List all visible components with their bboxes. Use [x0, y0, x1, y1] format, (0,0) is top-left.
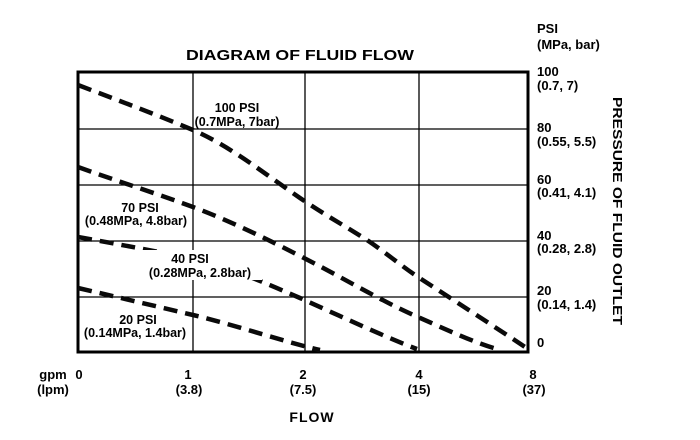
curve-70psi	[77, 164, 498, 352]
curve-100psi	[77, 82, 530, 351]
x-axis-title: FLOW	[289, 409, 334, 425]
y-tick-40-psi: 40	[537, 228, 551, 243]
chart-title: DIAGRAM OF FLUID FLOW	[186, 47, 415, 64]
y-tick-40-alt: (0.28, 2.8)	[537, 241, 596, 256]
curve-label-40psi-line2: (0.28MPa, 2.8bar)	[149, 266, 251, 280]
x-tick-2-gpm: 2	[299, 367, 306, 382]
label-knockout	[142, 250, 262, 280]
curve-label-70psi-line2: (0.48MPa, 4.8bar)	[85, 214, 187, 228]
y-tick-60-psi: 60	[537, 172, 551, 187]
x-axis-unit-lpm: (lpm)	[37, 382, 69, 397]
y-axis-unit-psi: PSI	[537, 21, 558, 36]
x-axis-units: gpm (lpm)	[37, 367, 69, 397]
y-axis-unit-mpa-bar: (MPa, bar)	[537, 37, 600, 52]
x-tick-1-gpm: 1	[184, 367, 191, 382]
y-axis-title: PRESSURE OF FLUID OUTLET	[610, 97, 625, 325]
y-tick-80-alt: (0.55, 5.5)	[537, 134, 596, 149]
y-tick-0-psi: 0	[537, 335, 544, 350]
x-tick-8-gpm: 8	[529, 367, 536, 382]
curve-label-100psi-line1: 100 PSI	[215, 101, 259, 115]
curve-label-100psi-line2: (0.7MPa, 7bar)	[195, 115, 280, 129]
y-tick-20-alt: (0.14, 1.4)	[537, 297, 596, 312]
x-tick-0-gpm: 0	[75, 367, 82, 382]
y-tick-100-psi: 100	[537, 64, 559, 79]
x-tick-2-lpm: (7.5)	[290, 382, 317, 397]
curve-20psi	[77, 285, 321, 353]
plot-border	[76, 70, 530, 354]
y-tick-20-psi: 20	[537, 283, 551, 298]
x-tick-4-gpm: 4	[415, 367, 423, 382]
curve-label-40psi-line1: 40 PSI	[171, 252, 209, 266]
x-tick-4-lpm: (15)	[407, 382, 430, 397]
y-axis-units: PSI (MPa, bar)	[537, 21, 600, 52]
curve-label-70psi-line1: 70 PSI	[121, 201, 159, 215]
x-tick-1-lpm: (3.8)	[176, 382, 203, 397]
x-axis-ticks: 0 1 (3.8) 2 (7.5) 4 (15) 8 (37)	[75, 367, 545, 397]
y-tick-100-alt: (0.7, 7)	[537, 78, 578, 93]
curve-label-20psi-line2: (0.14MPa, 1.4bar)	[84, 326, 186, 340]
x-axis-unit-gpm: gpm	[39, 367, 66, 382]
y-tick-80-psi: 80	[537, 120, 551, 135]
curve-labels: 100 PSI (0.7MPa, 7bar) 70 PSI (0.48MPa, …	[84, 101, 279, 340]
y-axis-ticks: 100 (0.7, 7) 80 (0.55, 5.5) 60 (0.41, 4.…	[537, 64, 596, 350]
y-tick-60-alt: (0.41, 4.1)	[537, 185, 596, 200]
curve-label-20psi-line1: 20 PSI	[119, 313, 157, 327]
x-tick-8-lpm: (37)	[522, 382, 545, 397]
